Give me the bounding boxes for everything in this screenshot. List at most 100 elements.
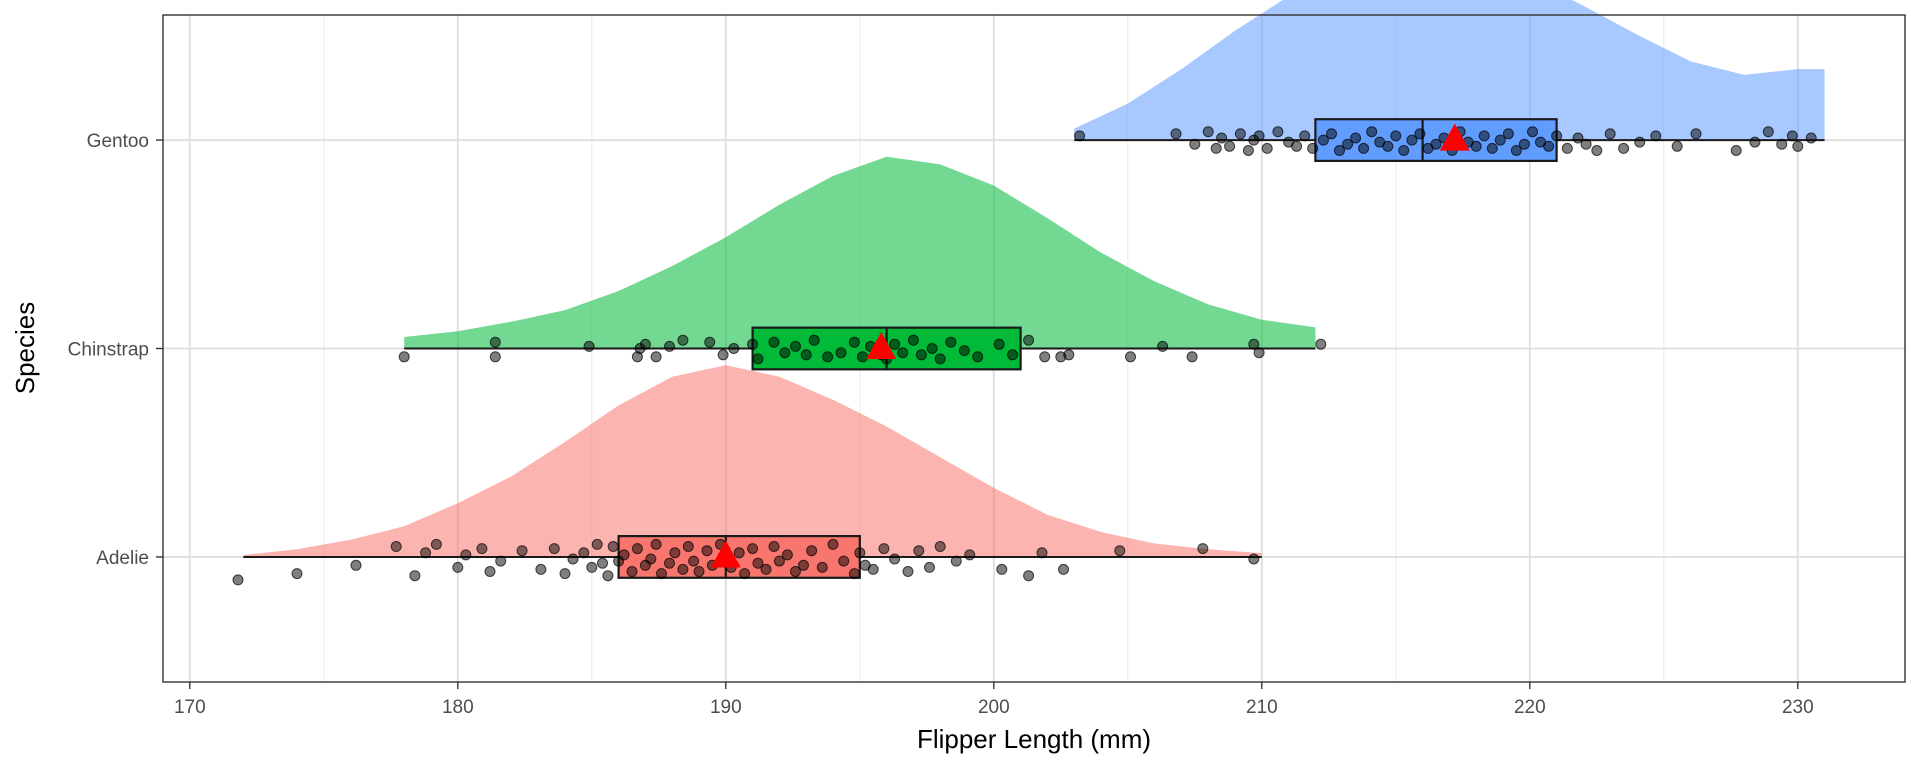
data-point: [1307, 142, 1319, 154]
y-tick-label-gentoo: Gentoo: [87, 131, 149, 152]
data-point: [1063, 349, 1075, 361]
data-point: [1125, 351, 1136, 363]
data-point: [915, 349, 927, 361]
data-point: [1510, 145, 1522, 156]
data-point: [1039, 351, 1051, 363]
data-point: [752, 353, 764, 365]
data-point: [747, 543, 759, 555]
data-point: [907, 334, 919, 346]
data-point: [1527, 126, 1538, 138]
data-point: [1186, 351, 1198, 363]
density-adelie: [243, 365, 1262, 557]
data-point: [1036, 547, 1048, 559]
data-point: [897, 347, 909, 359]
data-point: [701, 545, 713, 557]
data-point: [1202, 126, 1214, 138]
data-point: [1248, 338, 1260, 350]
x-axis-title: Flipper Length (mm): [917, 724, 1151, 754]
data-point: [1671, 140, 1683, 152]
data-point: [650, 351, 662, 363]
data-point: [1390, 130, 1402, 142]
data-point: [1406, 134, 1418, 146]
data-point: [752, 557, 764, 569]
data-point: [669, 547, 681, 559]
data-point: [591, 538, 603, 550]
data-point: [586, 561, 598, 573]
data-point: [964, 549, 976, 561]
data-point: [972, 351, 984, 363]
data-point: [1478, 130, 1490, 142]
data-point: [816, 561, 828, 573]
data-point: [1551, 130, 1563, 142]
data-point: [1561, 142, 1573, 154]
data-point: [1618, 142, 1630, 154]
data-point: [1189, 138, 1201, 150]
data-point: [768, 336, 780, 348]
data-point: [1634, 136, 1646, 148]
data-point: [693, 566, 705, 577]
data-point: [484, 566, 496, 577]
data-point: [1749, 136, 1761, 148]
data-point: [934, 353, 946, 365]
data-point: [950, 555, 962, 567]
data-point: [618, 549, 630, 561]
data-point: [1334, 145, 1345, 156]
x-tick-label-190: 190: [710, 697, 742, 718]
data-point: [924, 561, 935, 573]
data-point: [688, 555, 700, 567]
data-point: [728, 343, 740, 354]
data-point: [878, 543, 890, 555]
data-point: [1261, 142, 1273, 154]
data-point: [1358, 142, 1370, 154]
data-point: [781, 549, 793, 561]
data-point: [704, 336, 716, 348]
data-point: [1315, 338, 1327, 350]
data-point: [495, 555, 507, 567]
x-tick-label-200: 200: [978, 697, 1010, 718]
data-point: [1762, 126, 1774, 138]
data-point: [398, 351, 410, 363]
data-point: [489, 336, 501, 348]
data-point: [913, 545, 925, 557]
data-point: [409, 570, 421, 582]
data-point: [1470, 140, 1482, 152]
data-point: [677, 334, 689, 346]
y-tick-label-chinstrap: Chinstrap: [68, 340, 149, 361]
data-point: [747, 338, 759, 350]
data-point: [1502, 128, 1514, 140]
mean-marker-adelie: [710, 540, 741, 568]
data-point: [291, 568, 303, 580]
data-point: [1253, 347, 1265, 359]
data-point: [1805, 132, 1817, 144]
data-point: [1216, 132, 1228, 144]
data-point: [1248, 553, 1260, 565]
data-point: [1518, 138, 1530, 150]
data-point: [460, 549, 472, 561]
x-tick-label-180: 180: [442, 697, 474, 718]
data-point: [1023, 334, 1035, 346]
x-tick-label-170: 170: [174, 697, 206, 718]
data-point: [516, 545, 528, 557]
data-point: [1058, 563, 1069, 575]
density-chinstrap: [404, 156, 1316, 349]
data-point: [1690, 128, 1702, 140]
data-point: [926, 343, 938, 354]
data-point: [798, 559, 809, 571]
density-gentoo: [1074, 0, 1825, 141]
x-tick-label-220: 220: [1514, 697, 1546, 718]
y-axis-title: Species: [10, 302, 40, 395]
data-point: [1350, 132, 1362, 144]
data-point: [583, 340, 595, 352]
data-point: [420, 547, 432, 559]
data-point: [800, 349, 812, 361]
data-point: [1792, 140, 1804, 152]
data-point: [889, 338, 901, 350]
data-point: [645, 553, 657, 565]
data-point: [664, 340, 675, 352]
data-point: [857, 351, 868, 363]
data-point: [1157, 340, 1169, 352]
data-point: [773, 555, 785, 567]
data-point: [626, 566, 638, 577]
data-point: [1366, 126, 1378, 138]
data-point: [806, 545, 818, 557]
